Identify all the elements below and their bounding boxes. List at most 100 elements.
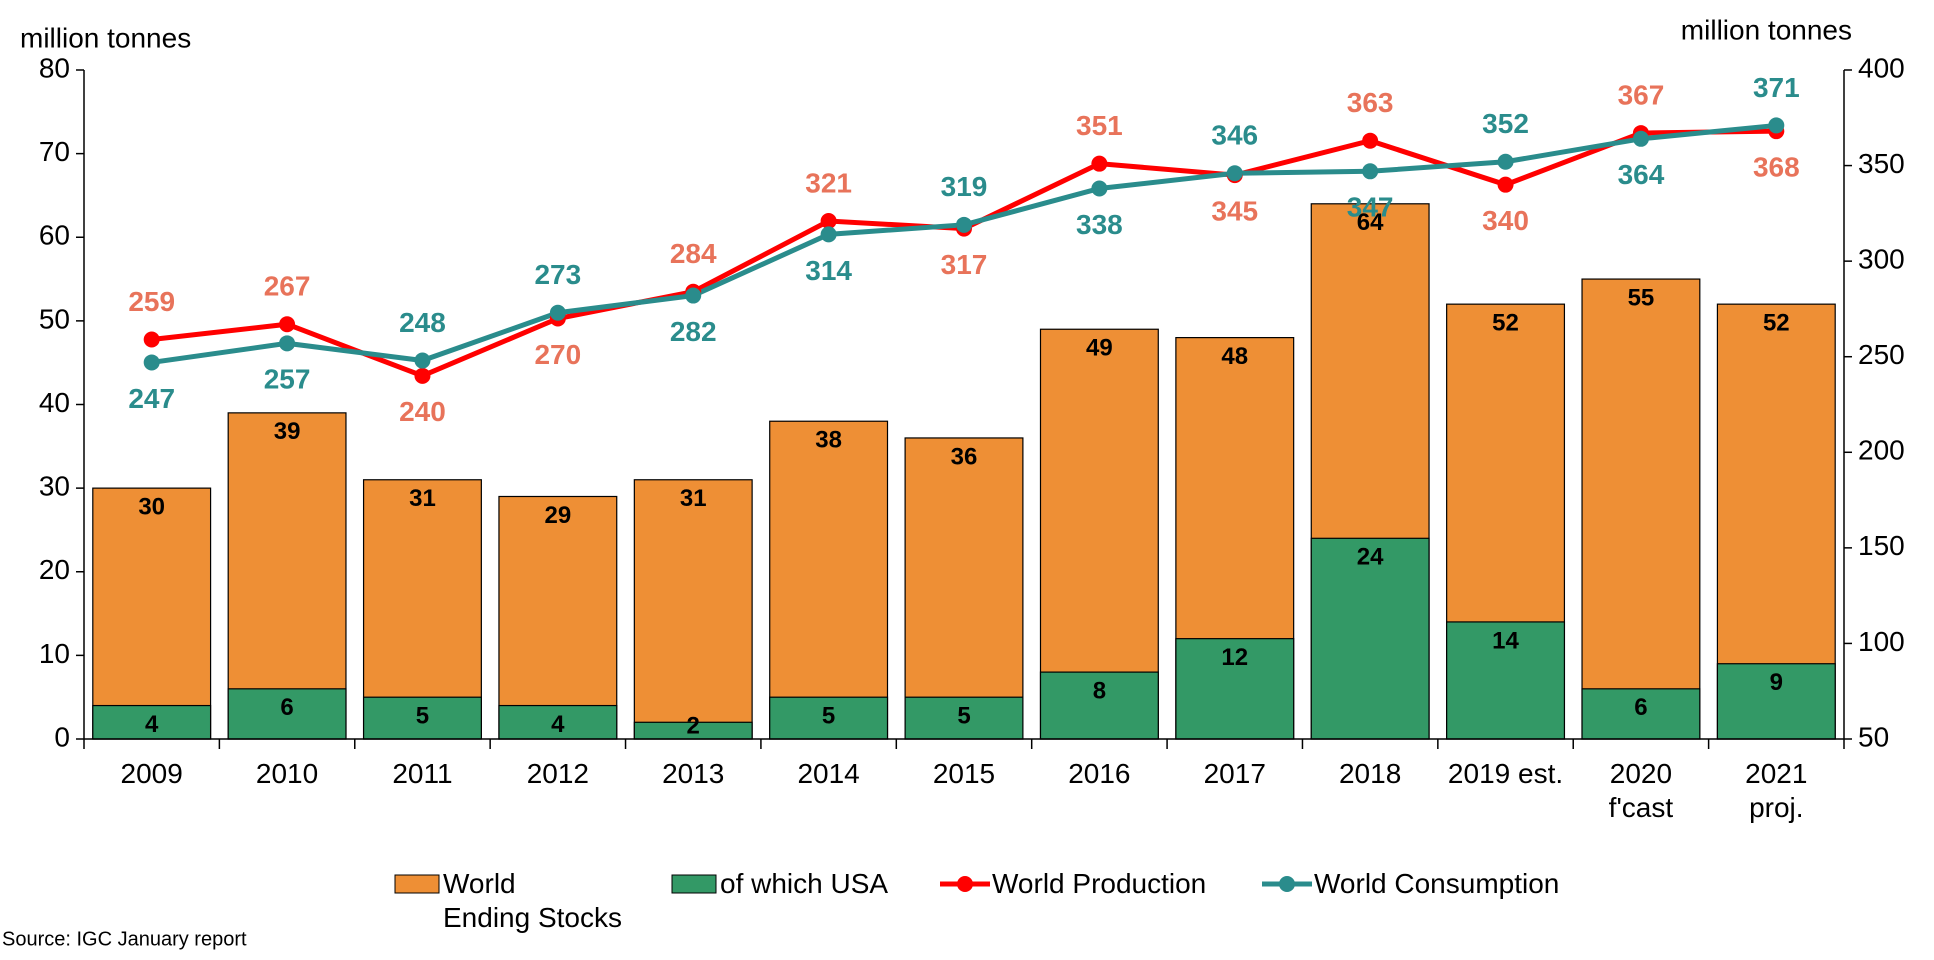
line-point (414, 352, 431, 369)
y-tick-label: 40 (39, 387, 70, 418)
bar (362, 479, 482, 740)
line-point (1226, 165, 1243, 182)
line-value-label: 347 (1347, 192, 1394, 223)
x-tick-label: 2019 est. (1447, 758, 1564, 789)
line-point (279, 316, 296, 333)
source: Source: IGC January report (2, 928, 247, 950)
bar (498, 495, 618, 740)
y2-tick-label: 150 (1858, 530, 1905, 561)
bar (1039, 328, 1159, 740)
bar (498, 704, 618, 740)
line-point (1091, 155, 1108, 172)
bar-value-label: 52 (1492, 309, 1519, 336)
line-value-label: 321 (805, 167, 852, 198)
y2-tick-label: 400 (1858, 52, 1905, 83)
line-point (1497, 153, 1514, 170)
y-tick-label: 50 (39, 303, 70, 334)
legend-label: of which USA (720, 868, 889, 899)
bar-value-label: 6 (280, 694, 293, 721)
line-point (143, 331, 160, 348)
y-tick-label: 20 (39, 554, 70, 585)
y-tick-label: 10 (39, 638, 70, 669)
y2-axis-label: million tonnes (1681, 14, 1852, 45)
line-point (820, 213, 837, 230)
bar-value-label: 31 (409, 485, 436, 512)
bar (1581, 688, 1701, 740)
bar-value-label: 48 (1221, 343, 1248, 370)
line-value-label: 273 (534, 259, 581, 290)
x-tick-label: 2017 (1203, 758, 1266, 789)
line-value-label: 338 (1076, 209, 1123, 240)
line-point (956, 216, 972, 233)
line-point (549, 304, 566, 321)
bar-value-label: 4 (551, 711, 565, 738)
bar-value-label: 12 (1221, 644, 1248, 671)
line-value-label: 270 (534, 339, 581, 370)
y-tick-label: 0 (54, 721, 70, 752)
bar-value-label: 39 (274, 418, 301, 445)
bar-value-label: 49 (1086, 335, 1113, 362)
y-tick-label: 80 (39, 52, 70, 83)
legend-swatch (671, 874, 717, 894)
line-value-label: 314 (805, 255, 852, 286)
x-tick-label: 2013 (662, 758, 725, 789)
bar (1581, 278, 1701, 740)
line-point (1362, 163, 1379, 180)
line-value-label: 317 (941, 249, 988, 280)
bar-value-label: 29 (544, 502, 571, 529)
bar (92, 704, 212, 740)
bar-value-label: 8 (1093, 677, 1106, 704)
y-axis-label: million tonnes (20, 22, 191, 53)
line-value-label: 371 (1753, 72, 1800, 103)
y2-tick-label: 300 (1858, 244, 1905, 275)
line-value-label: 363 (1347, 87, 1394, 118)
bar (904, 437, 1024, 740)
bar-value-label: 52 (1763, 309, 1790, 336)
line-value-label: 345 (1211, 196, 1258, 227)
x-tick-label: 2018 (1338, 758, 1402, 789)
bar (1310, 537, 1430, 740)
bar (1716, 663, 1836, 740)
y2-tick-label: 350 (1858, 148, 1905, 179)
y2-tick-label: 250 (1858, 339, 1905, 370)
x-tick-label: 2015 (932, 758, 996, 789)
x-tick-label: 2020 f'cast (1608, 758, 1674, 823)
x-tick-label: 2010 (255, 758, 319, 789)
line-value-label: 257 (264, 364, 311, 395)
line-value-label: 267 (264, 271, 311, 302)
line-value-label: 367 (1618, 79, 1665, 110)
bar-value-label: 24 (1357, 544, 1384, 571)
y-tick-label: 60 (39, 220, 70, 251)
line-value-label: 247 (128, 383, 175, 414)
bar (227, 412, 347, 740)
line-point (1362, 132, 1379, 149)
y2-tick-label: 50 (1858, 721, 1889, 752)
x-tick-label: 2009 (120, 758, 183, 789)
legend-swatch (1279, 876, 1295, 892)
bar (769, 420, 889, 740)
line-point (1091, 180, 1108, 197)
legend-label: World Production (992, 868, 1207, 899)
line-value-label: 284 (670, 238, 717, 269)
line-value-label: 340 (1482, 205, 1529, 236)
legend-swatch (957, 876, 973, 892)
y2-tick-label: 100 (1858, 626, 1905, 657)
line-value-label: 259 (128, 286, 175, 317)
y2-tick-label: 200 (1858, 435, 1905, 466)
line-value-label: 351 (1076, 110, 1123, 141)
line-point (1632, 130, 1649, 147)
line-value-label: 368 (1753, 152, 1800, 183)
bar (227, 688, 347, 740)
bar (1175, 638, 1295, 740)
line-point (1497, 176, 1514, 193)
bar-value-label: 4 (145, 711, 159, 738)
bar-value-label: 5 (822, 703, 835, 730)
line-value-label: 352 (1482, 108, 1529, 139)
bar-value-label: 30 (138, 493, 165, 520)
bar-value-label: 5 (957, 703, 970, 730)
line-point (820, 226, 837, 243)
legend-label: World Consumption (1314, 868, 1560, 899)
bar-value-label: 5 (416, 703, 429, 730)
